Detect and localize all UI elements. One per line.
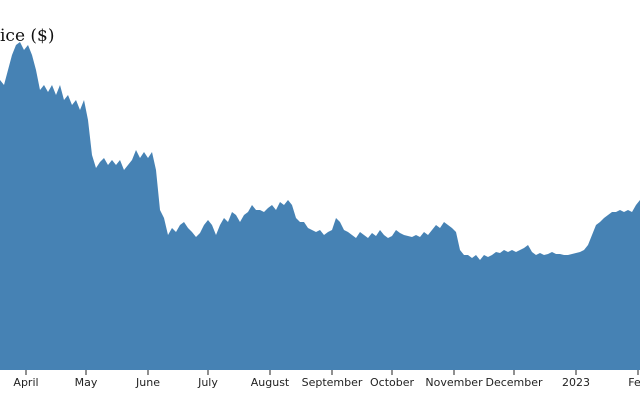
x-tick-label: August <box>251 376 290 389</box>
x-tick-label: November <box>425 376 483 389</box>
x-tick-label: September <box>302 376 363 389</box>
area <box>0 42 640 370</box>
x-tick-label: May <box>75 376 98 389</box>
x-tick-label: 2023 <box>562 376 590 389</box>
x-tick-label: July <box>197 376 218 389</box>
x-tick-label: October <box>370 376 414 389</box>
chart-title: ice ($) <box>0 26 55 46</box>
x-tick-label: June <box>135 376 160 389</box>
x-tick-label: December <box>485 376 543 389</box>
x-tick-label: Feb <box>628 376 640 389</box>
x-tick-label: April <box>13 376 38 389</box>
